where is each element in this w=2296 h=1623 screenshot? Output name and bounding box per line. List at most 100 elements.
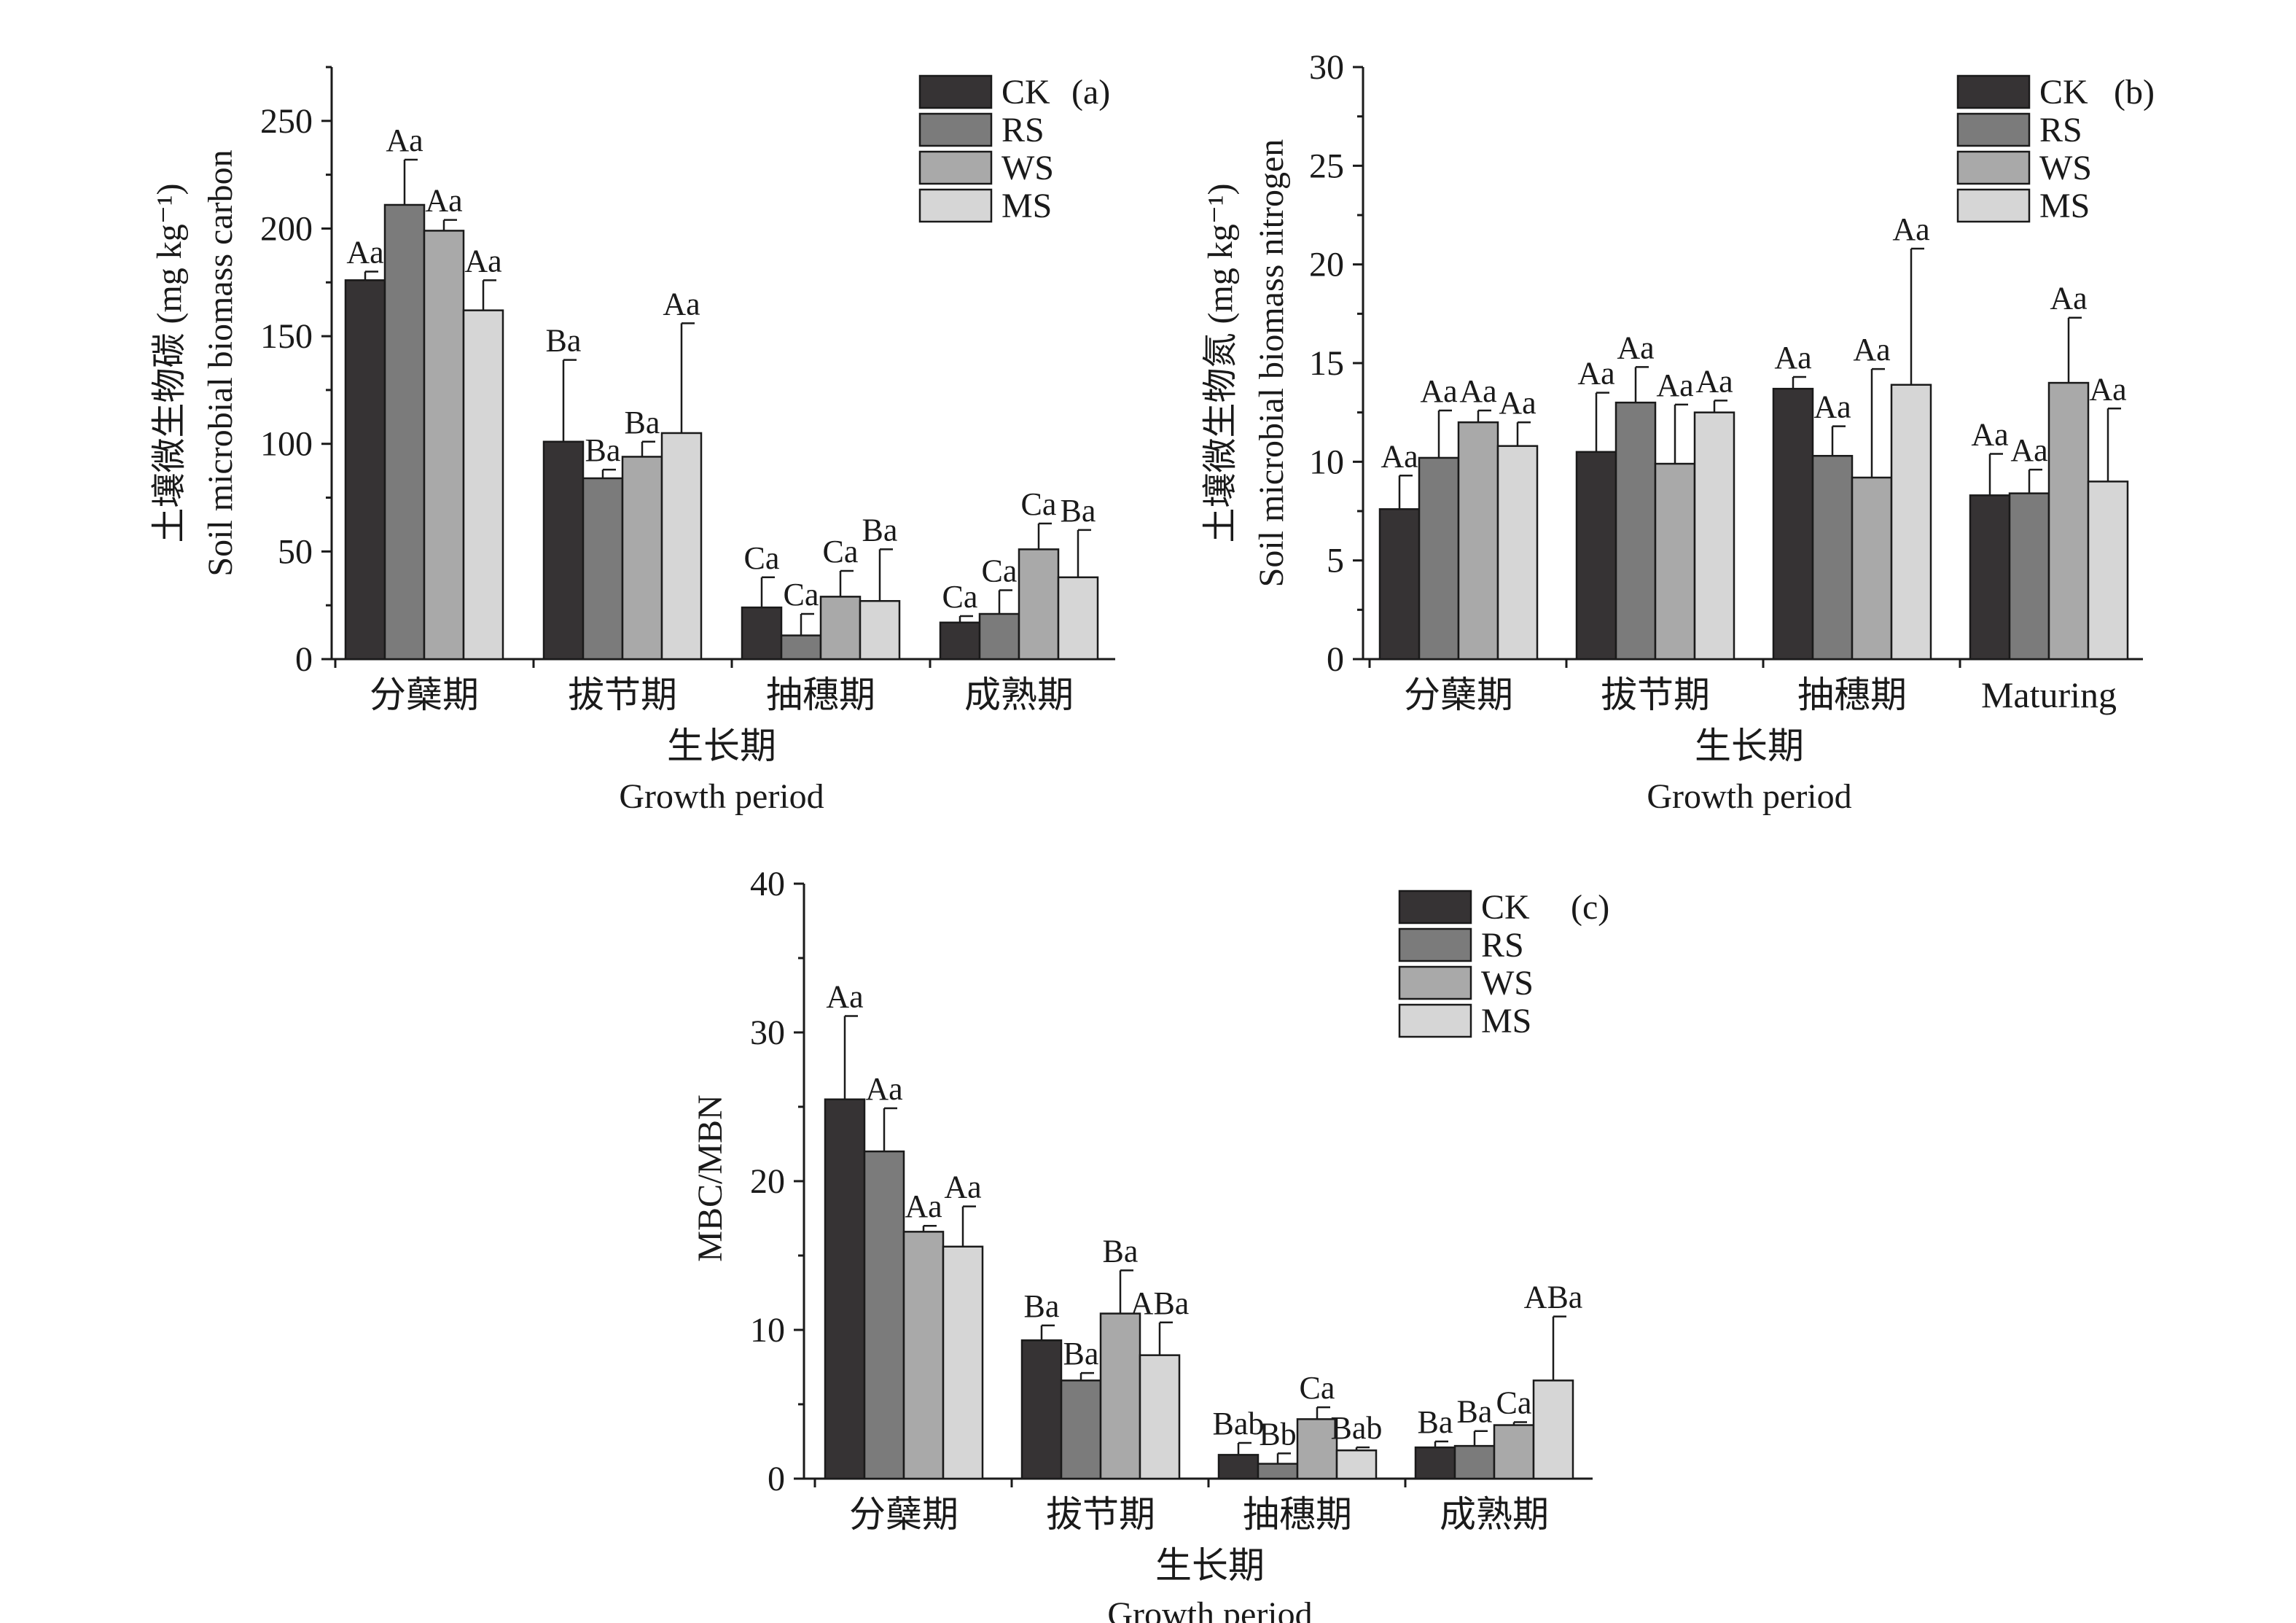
bar-rs-1 [1060,1379,1102,1480]
y-tick-label: 30 [750,1013,785,1052]
bar-ws-0 [902,1231,945,1480]
legend-label-rs: RS [1001,111,1044,149]
bar-ck-2 [741,606,783,661]
category-label: 成熟期 [964,674,1074,715]
y-tick-label: 10 [1309,443,1344,481]
significance-label: Ca [784,577,819,612]
bar-rs-0 [863,1150,905,1480]
significance-label: Aa [386,122,423,158]
significance-label: Ba [1024,1288,1060,1324]
bar-rs-3 [2008,492,2050,661]
bar-ms-2 [1335,1449,1378,1480]
category-label: 分蘖期 [1404,674,1513,715]
legend-swatch-rs [1398,927,1472,962]
significance-label: Ba [1418,1404,1453,1440]
significance-label: Aa [905,1188,942,1224]
bar-ms-1 [1693,411,1735,661]
x-axis-title-en: Growth period [1107,1595,1312,1623]
significance-label: Aa [944,1169,981,1205]
significance-label: Bab [1213,1406,1265,1441]
bar-rs-3 [1453,1444,1496,1480]
y-axis-title-cn: 土壤微生物氮 (mg kg⁻¹) [1201,183,1240,542]
legend-swatch-ck [1398,890,1472,925]
y-axis-title-en: MBC/MBN [691,1094,730,1261]
bar-ck-1 [542,440,585,661]
x-axis-title-en: Growth period [619,777,824,816]
category-label: 拔节期 [1046,1494,1155,1535]
y-tick-label: 200 [260,209,313,248]
bar-ws-1 [1099,1312,1141,1480]
bar-rs-2 [1811,454,1854,661]
legend-label-ck: CK [1481,888,1530,927]
bar-ws-1 [621,456,663,661]
y-axis-title-en: Soil microbial biomass carbon [201,149,240,576]
bar-ws-0 [1457,421,1499,661]
significance-label: Ca [942,579,978,615]
significance-label: Aa [1499,385,1536,421]
legend-label-ws: WS [2039,149,2092,187]
category-label: 分蘖期 [849,1494,958,1535]
x-axis-title-cn: 生长期 [1155,1545,1265,1586]
legend-label-ms: MS [1001,187,1052,225]
significance-label: Aa [1695,363,1733,399]
bar-ws-3 [1493,1424,1535,1480]
legend-label-ws: WS [1001,149,1054,187]
significance-label: ABa [1524,1280,1583,1315]
significance-label: Ba [862,512,898,548]
y-tick-label: 20 [750,1162,785,1201]
legend-label-ck: CK [1001,73,1050,112]
significance-label: Ca [823,534,859,569]
bar-ws-0 [423,230,465,661]
significance-label: Ba [546,323,582,359]
bar-ms-3 [1532,1379,1574,1480]
legend-swatch-ws [1398,965,1472,1000]
significance-label: Aa [663,286,700,322]
significance-label: Aa [865,1071,902,1107]
category-label: 成熟期 [1440,1494,1549,1535]
significance-label: Aa [2050,281,2087,316]
significance-label: Ba [1103,1233,1139,1269]
significance-label: Aa [1420,373,1457,409]
x-axis-title-en: Growth period [1647,777,1851,816]
bar-ck-2 [1772,387,1814,661]
bar-ck-3 [1414,1446,1456,1480]
significance-label: Ca [982,553,1018,589]
significance-label: Ca [1021,486,1057,522]
significance-label: Aa [1813,389,1851,425]
legend-label-ws: WS [1481,964,1534,1003]
bar-ms-3 [1057,576,1099,661]
y-tick-label: 250 [260,102,313,141]
x-axis-title-cn: 生长期 [1695,725,1804,766]
bar-ck-0 [1378,508,1421,661]
category-label: Maturing [1981,674,2117,715]
significance-label: Aa [826,979,863,1015]
y-tick-label: 30 [1309,48,1344,87]
legend-swatch-rs [918,112,993,147]
panel-tag: (b) [2114,73,2155,112]
bar-ms-0 [942,1245,984,1480]
panel-tag: (c) [1571,888,1609,927]
category-label: 抽穗期 [1243,1494,1352,1535]
bar-ws-3 [1018,548,1060,661]
bar-ck-2 [1217,1454,1260,1480]
significance-label: Aa [1577,356,1614,392]
significance-label: Aa [1381,438,1418,474]
bar-ws-3 [2047,381,2090,661]
bar-ms-2 [1890,384,1932,661]
y-tick-label: 100 [260,425,313,464]
bar-ms-1 [660,432,703,661]
x-axis-title-cn: 生长期 [667,725,776,766]
bar-ck-0 [824,1098,866,1480]
significance-label: Ba [1457,1394,1493,1430]
category-label: 抽穗期 [1797,674,1907,715]
category-label: 拔节期 [1601,674,1710,715]
legend-swatch-ws [918,150,993,185]
bar-ms-0 [462,309,504,661]
y-tick-label: 0 [768,1460,785,1498]
y-tick-label: 150 [260,317,313,356]
significance-label: ABa [1131,1285,1190,1321]
y-tick-label: 40 [750,865,785,903]
significance-label: Aa [1656,367,1693,403]
